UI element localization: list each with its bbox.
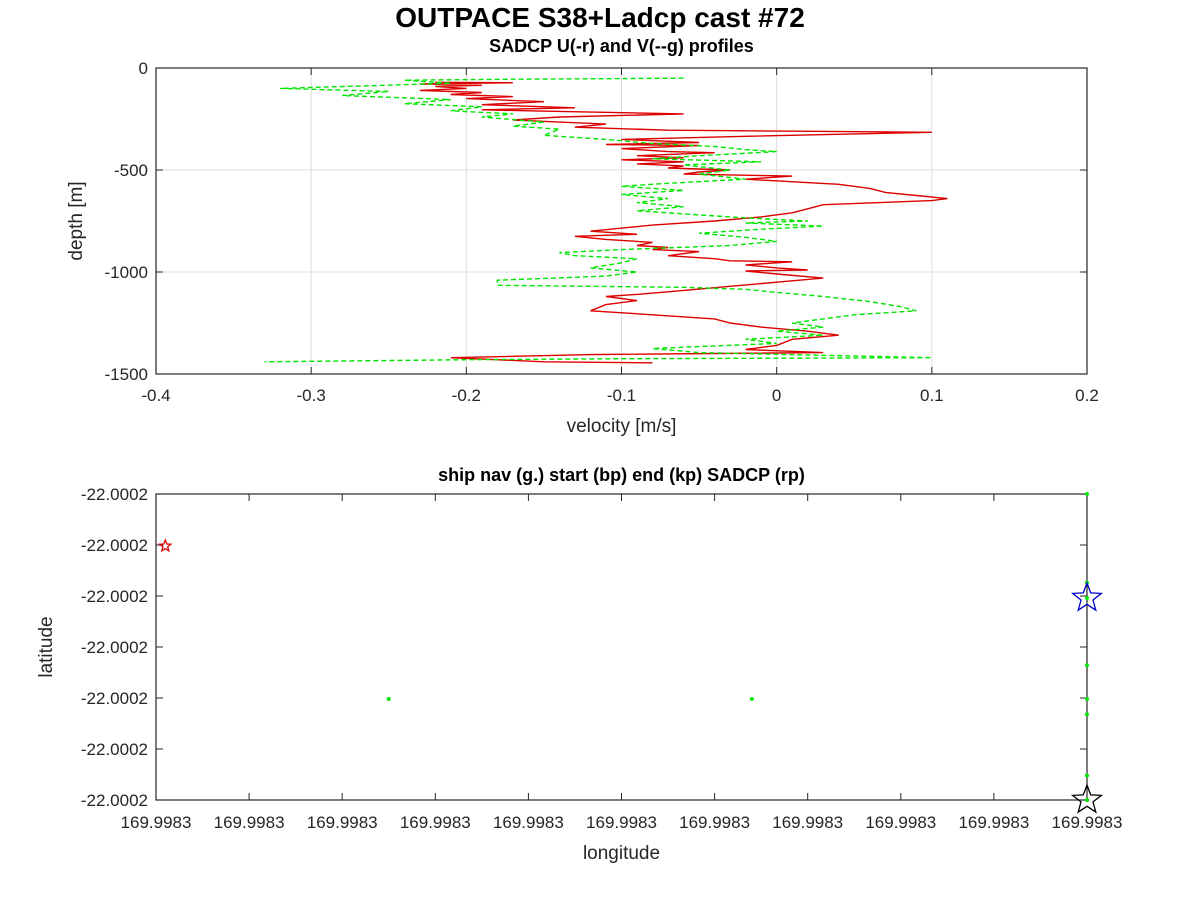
- plot2-y-tick-label: -22.0002: [81, 740, 148, 759]
- plot2-y-tick-label: -22.0002: [81, 638, 148, 657]
- plot2-x-tick-label: 169.9983: [772, 813, 843, 832]
- plot1-x-tick-label: -0.2: [452, 386, 481, 405]
- ship-nav-point: [1085, 492, 1089, 496]
- sadcp-marker: [157, 538, 173, 553]
- plot2-title: ship nav (g.) start (bp) end (kp) SADCP …: [438, 465, 805, 485]
- ship-nav-point: [749, 697, 754, 702]
- plot2-x-tick-label: 169.9983: [586, 813, 657, 832]
- v-velocity-line: [264, 77, 932, 363]
- ship-nav-point: [1085, 773, 1089, 778]
- plot1-y-tick-label: 0: [139, 59, 148, 78]
- plot2-y-axis-label: latitude: [36, 616, 57, 677]
- plot2-y-tick-label: -22.0002: [81, 791, 148, 810]
- plot1-x-tick-label: -0.1: [607, 386, 636, 405]
- ship-nav-point: [1085, 663, 1089, 668]
- plot1-title: SADCP U(-r) and V(--g) profiles: [489, 36, 754, 56]
- u-velocity-line: [419, 81, 948, 364]
- plot2-x-tick-label: 169.9983: [493, 813, 564, 832]
- end-marker: [1070, 783, 1104, 814]
- plot2-frame: [155, 493, 1088, 801]
- plot2-x-tick-label: 169.9983: [1052, 813, 1123, 832]
- plot2-y-tick-label: -22.0002: [81, 689, 148, 708]
- plot2-x-tick-label: 169.9983: [679, 813, 750, 832]
- plot1-x-tick-label: 0.1: [920, 386, 944, 405]
- plot2-y-tick-label: -22.0002: [81, 587, 148, 606]
- plot2-x-tick-label: 169.9983: [865, 813, 936, 832]
- ship-nav-point: [386, 697, 391, 702]
- plot1-x-tick-label: 0.2: [1075, 386, 1099, 405]
- plot1-frame: [155, 67, 1088, 375]
- ship-nav-point: [1085, 712, 1089, 717]
- ship-nav-point: [1085, 798, 1089, 802]
- plot1-x-tick-label: 0: [772, 386, 781, 405]
- ship-nav-point: [1085, 697, 1089, 702]
- plot2-x-tick-label: 169.9983: [214, 813, 285, 832]
- plot2-y-tick-label: -22.0002: [81, 485, 148, 504]
- plot1-x-tick-label: -0.3: [297, 386, 326, 405]
- plot1-y-tick-label: -1500: [105, 365, 148, 384]
- ship-nav-point: [1085, 596, 1089, 601]
- plot2-x-tick-label: 169.9983: [400, 813, 471, 832]
- plot2-x-tick-label: 169.9983: [958, 813, 1029, 832]
- plot2-x-axis-label: longitude: [583, 843, 660, 864]
- figure-title: OUTPACE S38+Ladcp cast #72: [395, 2, 805, 33]
- plot2-x-tick-label: 169.9983: [121, 813, 192, 832]
- plot1-y-axis-label: depth [m]: [66, 181, 87, 260]
- plot2-y-tick-label: -22.0002: [81, 536, 148, 555]
- plot2-x-tick-label: 169.9983: [307, 813, 378, 832]
- plot1-y-tick-label: -1000: [105, 263, 148, 282]
- plot1-x-tick-label: -0.4: [141, 386, 170, 405]
- plot1-y-tick-label: -500: [114, 161, 148, 180]
- start-marker: [1070, 581, 1104, 612]
- plot1-x-axis-label: velocity [m/s]: [567, 416, 677, 437]
